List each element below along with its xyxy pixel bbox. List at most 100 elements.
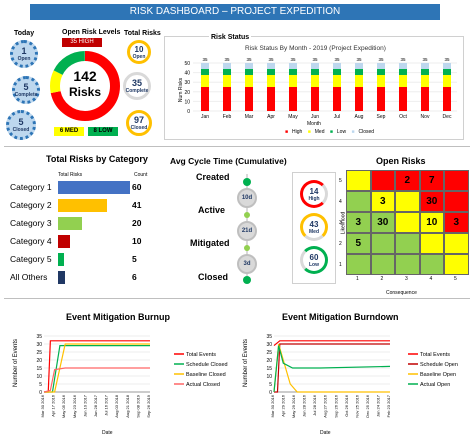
status-bar-high [443, 87, 451, 111]
heatmap-cell: 30 [419, 191, 444, 212]
status-bar-med [399, 75, 407, 87]
burn-xtick: Apr 17 2016 [51, 394, 56, 417]
status-bar-high [223, 87, 231, 111]
status-chart-title: Risk Status By Month - 2019 (Project Exp… [245, 45, 386, 52]
heatmap-cell: 30 [370, 212, 395, 233]
burn-ytick: 30 [36, 342, 42, 348]
status-top-label: 35 [378, 57, 384, 62]
status-bar-low [267, 69, 275, 75]
status-xlabel: Month [307, 121, 321, 127]
med-badge: 6 MED [54, 127, 84, 136]
status-panel-label: Risk Status [209, 34, 252, 41]
category-count: 20 [132, 218, 142, 228]
status-bar-high [201, 87, 209, 111]
status-bar-closed [399, 63, 407, 69]
open-risks-title: Open Risks [376, 156, 426, 166]
burn-legend-text: Total Events [186, 352, 216, 358]
heatmap-cell [346, 191, 371, 212]
category-bar [58, 235, 70, 248]
category-name: Category 4 [10, 236, 52, 246]
status-month-label: Sep [377, 114, 386, 120]
status-top-label: 35 [246, 57, 252, 62]
status-month-label: Aug [355, 114, 364, 120]
heatmap-row-label: 2 [339, 241, 342, 247]
burn-legend-text: Baseline Open [420, 372, 456, 378]
status-ytick: 0 [187, 109, 190, 115]
heatmap-cell [370, 254, 395, 275]
status-month-label: Apr [267, 114, 275, 120]
category-count: 5 [132, 254, 137, 264]
status-bar-med [201, 75, 209, 87]
status-bar-high [245, 87, 253, 111]
open-levels-donut [50, 51, 120, 121]
status-bar-med [311, 75, 319, 87]
heatmap-cell [395, 233, 420, 254]
today-closed-gear: 5 Closed [6, 110, 36, 140]
status-month-label: Jun [311, 114, 319, 120]
category-bar [58, 253, 64, 266]
cycle-dot-mitigated [244, 245, 250, 251]
status-top-label: 35 [224, 57, 230, 62]
burn-legend-text: Schedule Closed [186, 362, 228, 368]
burn-ytick: 20 [36, 358, 42, 364]
open-high-ring: 14 High [300, 180, 328, 208]
burn-legend-text: Actual Closed [186, 382, 220, 388]
heatmap-cell [370, 233, 395, 254]
status-top-label: 35 [202, 57, 208, 62]
burn-ytick: 0 [39, 390, 42, 396]
heatmap-cell [444, 254, 469, 275]
status-bar-low [443, 69, 451, 75]
burn-xtick: Nov 25 2016 [354, 394, 359, 417]
status-top-label: 35 [444, 57, 450, 62]
dashboard-title: RISK DASHBOARD – PROJECT EXPEDITION [30, 4, 440, 20]
status-top-label: 35 [268, 57, 274, 62]
status-bar-med [245, 75, 253, 87]
category-count: 41 [132, 200, 142, 210]
status-bar-high [311, 87, 319, 111]
burn-series-line [44, 343, 150, 393]
category-name: Category 2 [10, 200, 52, 210]
category-title: Total Risks by Category [46, 154, 148, 164]
status-bar-closed [289, 63, 297, 69]
status-bar-closed [311, 63, 319, 69]
open-med-ring: 43 Med [300, 213, 328, 241]
burn-legend-text: Actual Open [420, 382, 450, 388]
status-bar-med [421, 75, 429, 87]
heatmap-cell: 7 [419, 170, 444, 191]
cycle-title: Avg Cycle Time (Cumulative) [170, 156, 287, 166]
burnup-ylabel: Number of Events [13, 338, 20, 388]
heatmap-col-label: 5 [454, 276, 457, 282]
status-month-label: Jan [201, 114, 209, 120]
heatmap-cell [419, 254, 444, 275]
status-bar-closed [223, 63, 231, 69]
status-bar-closed [377, 63, 385, 69]
cycle-time-3: 3d [237, 254, 257, 274]
cycle-dot-created [243, 178, 251, 186]
divider-top [4, 146, 470, 147]
category-col1: Total Risks [58, 172, 83, 178]
stage-active: Active [198, 205, 226, 215]
status-bar-high [377, 87, 385, 111]
status-ytick: 40 [184, 71, 190, 77]
burn-xtick: Jun 28 2016 [302, 394, 307, 417]
burn-xtick: Mar 30 2016 [270, 394, 275, 417]
burn-xtick: Feb 23 2017 [386, 394, 391, 417]
status-bar-med [223, 75, 231, 87]
status-bar-closed [355, 63, 363, 69]
high-badge: 35 HIGH [62, 38, 102, 47]
heatmap-cell [395, 191, 420, 212]
category-name: All Others [10, 272, 48, 282]
status-chart-panel: Risk Status Risk Status By Month - 2019 … [164, 34, 464, 140]
heatmap-col-label: 3 [405, 276, 408, 282]
burn-legend-text: Schedule Open [420, 362, 458, 368]
status-month-label: Oct [399, 114, 407, 120]
total-complete-ring: 35 Complete [123, 72, 151, 100]
category-count: 6 [132, 272, 137, 282]
burn-ytick: 20 [266, 358, 272, 364]
burn-legend-text: Total Events [420, 352, 450, 358]
category-bar [58, 271, 66, 284]
status-bar-med [333, 75, 341, 87]
burn-legend-text: Baseline Closed [186, 372, 226, 378]
heatmap-col-label: 2 [380, 276, 384, 282]
heatmap-xlabel: Consequence [386, 290, 417, 296]
